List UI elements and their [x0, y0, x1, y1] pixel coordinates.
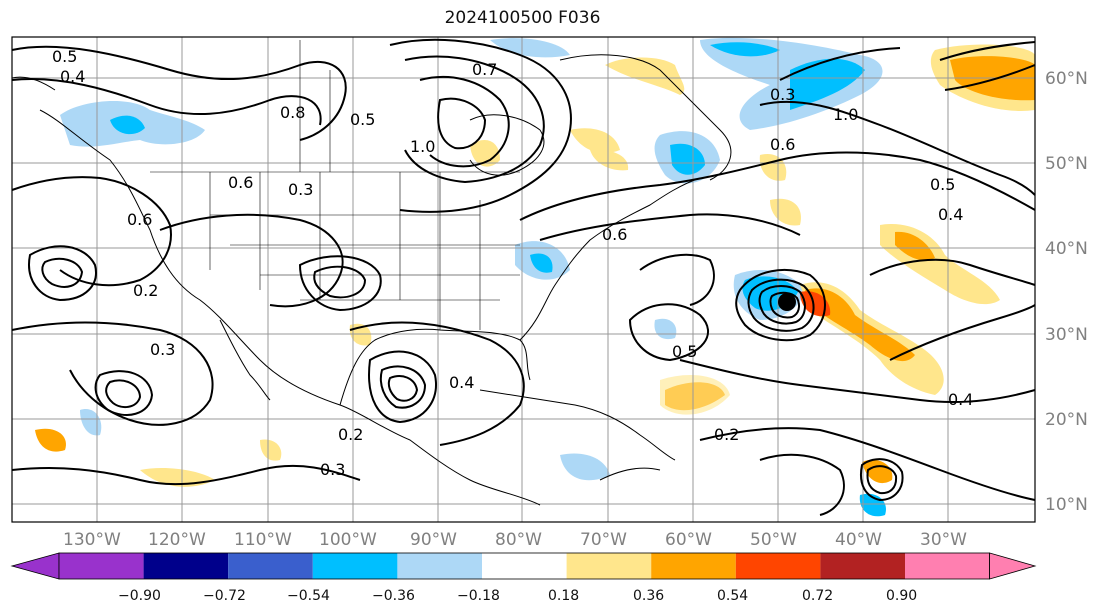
contour-label: 0.4 [60, 67, 85, 86]
lon-label: 110°W [234, 530, 292, 550]
contour-label: 1.0 [410, 137, 435, 156]
contour-label-layer: 0.5 0.4 0.8 0.6 0.3 0.2 0.7 1.0 0.5 0.6 … [52, 47, 973, 479]
lon-label: 120°W [148, 530, 206, 550]
contour-label: 0.5 [672, 342, 697, 361]
contour-label: 0.2 [133, 281, 158, 300]
colorbar-segment [905, 553, 990, 579]
latitude-labels: 60°N 50°N 40°N 30°N 20°N 10°N [1045, 69, 1088, 515]
lat-label: 20°N [1045, 410, 1088, 430]
contour-label: 0.3 [150, 340, 175, 359]
lat-label: 50°N [1045, 154, 1088, 174]
colorbar-tick: −0.18 [457, 588, 500, 604]
colorbar-low-extend [10, 552, 60, 580]
lon-label: 70°W [580, 530, 627, 550]
colorbar-segment [566, 553, 652, 579]
shaded-anomalies [35, 37, 1035, 517]
contour-label: 0.3 [288, 180, 313, 199]
colorbar-segment [59, 553, 144, 579]
colorbar-segment [651, 553, 736, 579]
map-title: 2024100500 F036 [444, 8, 601, 28]
colorbar-segment [312, 553, 398, 579]
contour-label: 0.3 [320, 460, 345, 479]
colorbar-tick: 0.18 [548, 588, 579, 604]
colorbar-tick: 0.36 [633, 588, 664, 604]
longitude-labels: 130°W 120°W 110°W 100°W 90°W 80°W 70°W 6… [63, 530, 967, 550]
colorbar-segment [735, 553, 821, 579]
lon-label: 60°W [665, 530, 712, 550]
low-pressure-center [778, 293, 796, 311]
contour-label: 0.6 [127, 210, 152, 229]
contour-label: 0.3 [770, 85, 795, 104]
contour-label: 0.2 [338, 425, 363, 444]
contour-label: 0.6 [602, 225, 627, 244]
state-borders [150, 40, 520, 330]
lat-label: 30°N [1045, 325, 1088, 345]
contour-label: 0.8 [280, 103, 305, 122]
lon-label: 90°W [410, 530, 457, 550]
lat-label: 40°N [1045, 239, 1088, 259]
contour-lines [11, 38, 1036, 516]
colorbar-tick: −0.36 [372, 588, 415, 604]
lon-label: 40°W [835, 530, 882, 550]
colorbar-high-extend [989, 552, 1037, 580]
contour-label: 0.5 [52, 47, 77, 66]
colorbar: −0.90 −0.72 −0.54 −0.36 −0.18 0.18 0.36 … [10, 552, 1037, 604]
contour-label: 0.4 [938, 205, 963, 224]
contour-label: 1.0 [833, 105, 858, 124]
plot-frame [11, 36, 1036, 523]
lat-label: 10°N [1045, 495, 1088, 515]
lon-label: 30°W [920, 530, 967, 550]
colorbar-segment [397, 553, 482, 579]
colorbar-segment [143, 553, 229, 579]
contour-label: 0.5 [350, 110, 375, 129]
colorbar-tick: 0.72 [802, 588, 833, 604]
colorbar-segment [228, 553, 313, 579]
lon-label: 130°W [63, 530, 121, 550]
lon-label: 100°W [319, 530, 377, 550]
lon-label: 50°W [750, 530, 797, 550]
colorbar-tick: −0.54 [287, 588, 330, 604]
contour-label: 0.6 [228, 173, 253, 192]
colorbar-tick: −0.90 [118, 588, 161, 604]
colorbar-tick: 0.90 [886, 588, 917, 604]
contour-label: 0.2 [714, 425, 739, 444]
colorbar-tick: 0.54 [717, 588, 748, 604]
contour-label: 0.5 [930, 175, 955, 194]
contour-label: 0.7 [472, 60, 497, 79]
contour-label: 0.6 [770, 135, 795, 154]
lon-label: 80°W [495, 530, 542, 550]
lat-label: 60°N [1045, 69, 1088, 89]
colorbar-segment [482, 553, 567, 579]
contour-label: 0.4 [449, 373, 474, 392]
contour-label: 0.4 [948, 390, 973, 409]
colorbar-segment [820, 553, 905, 579]
colorbar-tick: −0.72 [203, 588, 246, 604]
